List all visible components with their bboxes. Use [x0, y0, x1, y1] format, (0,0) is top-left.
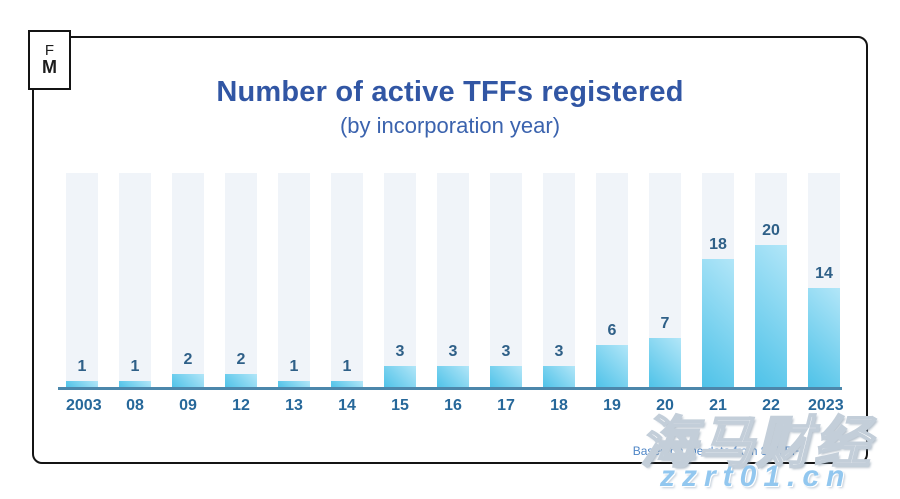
bar-track: 3 [437, 173, 469, 388]
bar [649, 338, 681, 388]
bar-track: 1 [119, 173, 151, 388]
bar-chart-plot-area: 1 1 2 2 1 1 3 3 3 3 6 7 18 20 14 [66, 173, 840, 388]
bar-value-label: 18 [709, 236, 727, 253]
bar-value-label: 2 [183, 351, 193, 368]
x-axis-tick-label: 2003 [66, 397, 102, 414]
x-axis-tick-label: 16 [444, 397, 462, 414]
bar-value-label: 14 [815, 265, 833, 282]
fm-logo-letter-m: M [42, 57, 57, 78]
bar [437, 366, 469, 388]
bar [225, 374, 257, 388]
bar-value-label: 7 [660, 315, 670, 332]
bar [278, 381, 310, 388]
data-source-note: Based on the data from 84 TFFs [632, 444, 806, 458]
x-axis-tick-label: 22 [762, 397, 780, 414]
bar [596, 345, 628, 388]
fm-logo: F M [28, 30, 71, 90]
bar-value-label: 3 [554, 343, 564, 360]
x-axis-tick-label: 2023 [808, 397, 844, 414]
bar-value-label: 1 [130, 358, 140, 375]
bar-value-label: 20 [762, 222, 780, 239]
bar-track: 2 [172, 173, 204, 388]
bar [543, 366, 575, 388]
chart-title: Number of active TFFs registered [216, 76, 684, 108]
x-axis-tick-label: 21 [709, 397, 727, 414]
bar-track: 2 [225, 173, 257, 388]
bar-value-label: 6 [607, 322, 617, 339]
bar-track: 3 [490, 173, 522, 388]
bar-value-label: 3 [501, 343, 511, 360]
x-axis-tick-label: 08 [126, 397, 144, 414]
x-axis-tick-label: 17 [497, 397, 515, 414]
bar-track: 3 [384, 173, 416, 388]
bar [490, 366, 522, 388]
bar-track: 6 [596, 173, 628, 388]
bar-track: 1 [331, 173, 363, 388]
bar-track: 1 [278, 173, 310, 388]
x-axis-tick-label: 15 [391, 397, 409, 414]
x-axis-line [58, 387, 842, 390]
bar-value-label: 3 [395, 343, 405, 360]
watermark-url-text: zzrt01.cn [660, 460, 852, 493]
fm-logo-letter-f: F [44, 42, 55, 60]
x-axis-tick-label: 18 [550, 397, 568, 414]
bar-track: 1 [66, 173, 98, 388]
bar [119, 381, 151, 388]
x-axis-tick-label: 13 [285, 397, 303, 414]
bar-track: 14 [808, 173, 840, 388]
watermark-chinese-text: 海马财经 [639, 410, 872, 475]
bar-track: 3 [543, 173, 575, 388]
chart-subtitle: (by incorporation year) [339, 113, 561, 138]
bar-value-label: 1 [342, 358, 352, 375]
x-axis-tick-label: 14 [338, 397, 356, 414]
x-axis-tick-label: 19 [603, 397, 621, 414]
x-axis-tick-label: 12 [232, 397, 250, 414]
bar [808, 288, 840, 388]
bar [384, 366, 416, 388]
x-axis-tick-label: 09 [179, 397, 197, 414]
bar-track: 20 [755, 173, 787, 388]
bar-value-label: 2 [236, 351, 246, 368]
bar-track: 7 [649, 173, 681, 388]
bar [755, 245, 787, 388]
bar-value-label: 1 [77, 358, 87, 375]
bar [66, 381, 98, 388]
bar-value-label: 3 [448, 343, 458, 360]
bar [172, 374, 204, 388]
bar-value-label: 1 [289, 358, 299, 375]
bar [702, 259, 734, 388]
bar-track: 18 [702, 173, 734, 388]
x-axis-tick-label: 20 [656, 397, 674, 414]
bar [331, 381, 363, 388]
x-axis-labels: 2003 08 09 12 13 14 15 16 17 18 19 20 21 22 2023 [66, 397, 844, 415]
